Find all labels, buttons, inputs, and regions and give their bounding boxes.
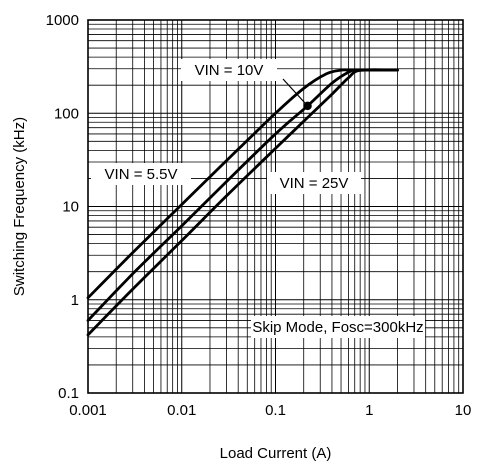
x-tick-label: 10 bbox=[455, 402, 472, 419]
y-tick-label: 100 bbox=[54, 105, 79, 122]
x-tick-label: 0.1 bbox=[265, 402, 286, 419]
annotation-leader-line bbox=[282, 78, 309, 107]
y-axis-label: Switching Frequency (kHz) bbox=[11, 117, 28, 296]
x-tick-label: 0.001 bbox=[69, 402, 107, 419]
x-axis-label: Load Current (A) bbox=[220, 445, 332, 462]
annotations: VIN = 10V VIN = 5.5V VIN = 25V Skip Mode, F… bbox=[91, 59, 425, 338]
x-tick-label: 0.01 bbox=[167, 402, 196, 419]
annotation-background bbox=[91, 163, 191, 185]
annotation-text: VIN = 10V bbox=[195, 62, 264, 79]
annotation-label: VIN = 10V bbox=[181, 59, 277, 81]
series-line-3 bbox=[86, 68, 399, 337]
annotation-text: VIN = 25V bbox=[280, 175, 349, 192]
series-line-1 bbox=[86, 68, 399, 300]
series-lines bbox=[86, 68, 399, 337]
annotation-background bbox=[267, 172, 361, 194]
x-tick-labels: 0.001 0.01 0.1 1 10 bbox=[69, 402, 471, 419]
annotation-text: Skip Mode, Fosc=300kHz bbox=[252, 319, 423, 336]
annotation-background bbox=[181, 59, 277, 81]
series-line-2 bbox=[86, 68, 399, 322]
y-tick-labels: 0.1 1 10 100 1000 bbox=[46, 12, 79, 402]
annotation-text: VIN = 5.5V bbox=[105, 166, 178, 183]
annotation-label: Skip Mode, Fosc=300kHz bbox=[251, 316, 425, 338]
annotation-label: VIN = 5.5V bbox=[91, 163, 191, 185]
y-tick-label: 0.1 bbox=[58, 385, 79, 402]
y-tick-label: 1000 bbox=[46, 12, 79, 29]
x-tick-label: 1 bbox=[365, 402, 373, 419]
annotation-marker-dot bbox=[303, 101, 312, 111]
annotation-label: VIN = 25V bbox=[267, 172, 361, 194]
y-tick-label: 10 bbox=[62, 199, 79, 216]
y-tick-label: 1 bbox=[71, 292, 79, 309]
plot-frame bbox=[87, 19, 464, 394]
annotation-background bbox=[251, 316, 425, 338]
